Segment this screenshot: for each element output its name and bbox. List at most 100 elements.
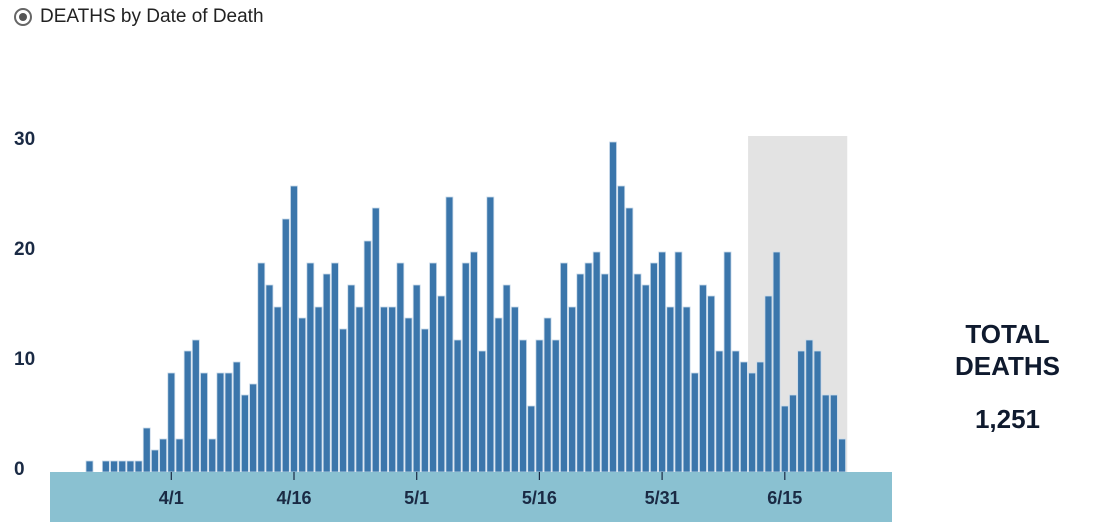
bar: [641, 284, 650, 473]
bar: [273, 306, 282, 473]
bar: [151, 449, 159, 473]
bar: [347, 284, 356, 473]
bar: [363, 240, 372, 473]
bar: [85, 460, 94, 473]
bar: [519, 339, 527, 473]
bar: [159, 438, 168, 473]
bar: [388, 306, 397, 473]
bar: [298, 317, 307, 473]
bar: [600, 273, 609, 473]
bar: [543, 317, 552, 473]
bar: [126, 460, 135, 473]
x-axis-band: [50, 472, 892, 522]
bar: [183, 350, 192, 473]
bar: [625, 207, 634, 473]
bar: [780, 405, 789, 473]
bar: [101, 460, 110, 473]
total-deaths-title: TOTAL DEATHS: [920, 318, 1095, 382]
bar: [118, 460, 127, 473]
bar: [216, 372, 225, 473]
bar: [232, 361, 241, 473]
bar: [674, 251, 683, 473]
bar: [241, 394, 249, 473]
bar: [510, 306, 519, 473]
bar: [805, 339, 814, 473]
y-tick-label: 10: [14, 349, 35, 370]
y-tick-label: 30: [14, 129, 35, 150]
bar: [396, 262, 405, 473]
bar: [281, 218, 290, 473]
bar: [412, 284, 421, 473]
bar: [682, 306, 691, 473]
bar: [838, 438, 846, 473]
bar: [576, 273, 585, 473]
bar: [290, 185, 298, 473]
bar: [560, 262, 568, 473]
bar: [789, 394, 797, 473]
bar: [764, 295, 773, 473]
metric-selector[interactable]: DEATHS by Date of Death: [14, 6, 264, 28]
bar: [134, 460, 143, 473]
bar: [609, 141, 617, 473]
x-tick-label: 4/1: [159, 488, 184, 508]
bar: [797, 350, 806, 473]
bar: [306, 262, 315, 473]
y-tick-label: 0: [14, 459, 25, 480]
bar: [772, 251, 781, 473]
bar: [110, 460, 118, 473]
bar: [371, 207, 380, 473]
bar: [748, 372, 756, 473]
bar: [731, 350, 740, 473]
bar: [584, 262, 593, 473]
bar: [527, 405, 536, 473]
bar: [478, 350, 487, 473]
bar: [756, 361, 765, 473]
bar: [535, 339, 544, 473]
bar: [829, 394, 838, 473]
radio-selected-dot: [19, 13, 27, 21]
total-title-line1: TOTAL: [965, 319, 1050, 349]
bar: [330, 262, 339, 473]
bar: [322, 273, 331, 473]
bar: [142, 427, 151, 473]
bar: [167, 372, 176, 473]
bar: [699, 284, 707, 473]
bar: [813, 350, 822, 473]
total-title-line2: DEATHS: [955, 351, 1060, 381]
x-tick-label: 6/15: [767, 488, 802, 508]
bar: [355, 306, 364, 473]
bar: [715, 350, 724, 473]
bar: [617, 185, 626, 473]
bar: [568, 306, 577, 473]
bar: [339, 328, 347, 473]
bar: [470, 251, 478, 473]
bar: [437, 295, 446, 473]
bar: [314, 306, 323, 473]
bar: [666, 306, 675, 473]
bar: [486, 196, 495, 473]
bar: [257, 262, 266, 473]
bar: [224, 372, 233, 473]
bar: [429, 262, 437, 473]
bar: [191, 339, 200, 473]
bar: [740, 361, 748, 473]
total-deaths-value: 1,251: [974, 404, 1041, 434]
bar: [265, 284, 274, 473]
bar: [461, 262, 470, 473]
metric-label: DEATHS by Date of Death: [40, 6, 264, 27]
bar: [420, 328, 429, 473]
radio-button[interactable]: [14, 8, 32, 26]
bar: [821, 394, 830, 473]
bar: [723, 251, 732, 473]
bar: [249, 383, 258, 473]
x-tick-label: 5/1: [404, 488, 429, 508]
bar: [453, 339, 462, 473]
bar: [551, 339, 560, 473]
bar: [658, 251, 666, 473]
x-tick-label: 5/31: [645, 488, 680, 508]
bar: [707, 295, 716, 473]
bar: [380, 306, 388, 473]
bar: [650, 262, 658, 473]
bar: [690, 372, 699, 473]
